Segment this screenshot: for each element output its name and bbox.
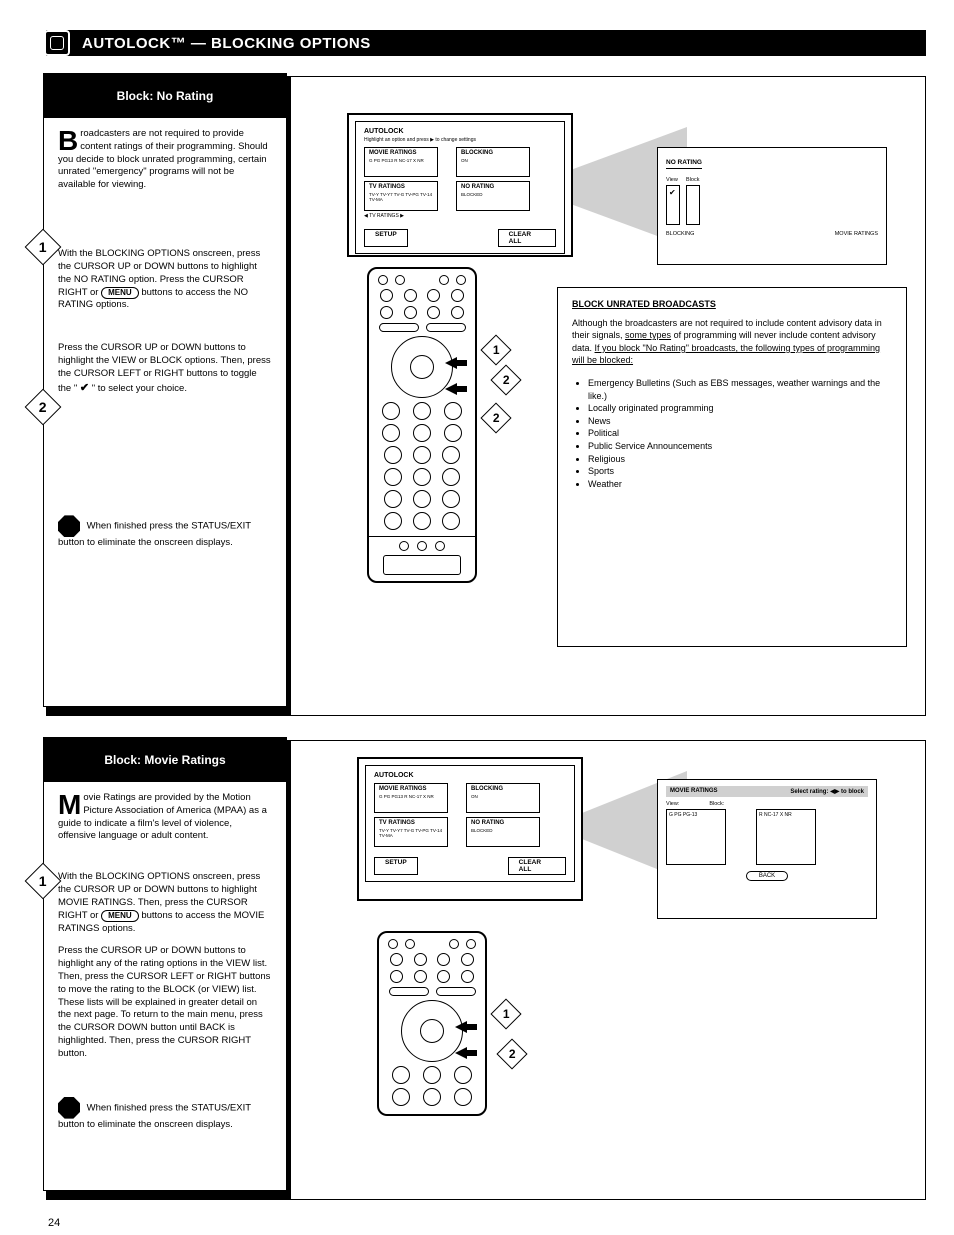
callout-2b: 2 — [480, 402, 511, 433]
bullet: Public Service Announcements — [588, 440, 892, 453]
bullet: Locally originated programming — [588, 402, 892, 415]
osd-box-tv: TV RATINGS TV-Y TV-Y7 TV-G TV-PG TV-14 T… — [374, 817, 448, 847]
osd-blocking-options: AUTOLOCK Highlight an option and press ▶… — [347, 113, 573, 257]
block-list: R NC-17 X NR — [756, 809, 816, 865]
callout-1: 1 — [490, 998, 521, 1029]
callout-2: 2 — [496, 1038, 527, 1069]
osd-setup-button: SETUP — [364, 229, 408, 247]
remote-control-2: 1 2 — [377, 931, 487, 1116]
blurb-heading: BLOCK UNRATED BROADCASTS — [572, 298, 892, 311]
tv-icon — [44, 30, 70, 56]
bullet: Weather — [588, 478, 892, 491]
sidebar-no-rating: Block: No Rating B roadcasters are not r… — [43, 73, 287, 707]
bullet: Emergency Bulletins (Such as EBS message… — [588, 377, 892, 402]
hand-icon — [443, 379, 469, 399]
blurb-paragraph: Although the broadcasters are not requir… — [572, 317, 892, 367]
view-list: G PG PG-13 — [666, 809, 726, 865]
osd-box-norating: NO RATING BLOCKED — [466, 817, 540, 847]
page-number: 24 — [48, 1217, 60, 1229]
osd-no-rating-sub: NO RATING View ✔ Block BLOCKING MOVIE RA… — [657, 147, 887, 265]
osd-box-norating: NO RATING BLOCKED — [456, 181, 530, 211]
sidebar-title: Block: No Rating — [44, 74, 286, 118]
step-marker-2: 2 — [25, 389, 62, 426]
view-column: View ✔ — [666, 177, 680, 225]
osd-box-tv: TV RATINGS TV-Y TV-Y7 TV-G TV-PG TV-14 T… — [364, 181, 438, 211]
hand-icon — [453, 1017, 479, 1037]
osd-box-movie: MOVIE RATINGS G PG PG13 R NC-17 X NR — [364, 147, 438, 177]
osd-box-movie: MOVIE RATINGS G PG PG13 R NC-17 X NR — [374, 783, 448, 813]
osd-movie-ratings-sub: MOVIE RATINGS Select rating: ◀▶ to block… — [657, 779, 877, 919]
page-header-bar: AUTOLOCK™ — BLOCKING OPTIONS — [46, 30, 926, 56]
osd-blocking-options-2: AUTOLOCK MOVIE RATINGS G PG PG13 R NC-17… — [357, 757, 583, 901]
remote-control: 1 2 2 — [367, 267, 477, 583]
final-step: When finished press the STATUS/EXIT butt… — [58, 1097, 272, 1132]
callout-2: 2 — [490, 364, 521, 395]
step-1-text: With the BLOCKING OPTIONS onscreen, pres… — [58, 248, 272, 312]
panel-no-rating: Block: No Rating B roadcasters are not r… — [46, 76, 926, 716]
blurb-unrated: BLOCK UNRATED BROADCASTS Although the br… — [557, 287, 907, 647]
block-column: Block — [686, 177, 700, 225]
osd-box-blocking: BLOCKING ON — [466, 783, 540, 813]
panel-movie-ratings: Block: Movie Ratings M ovie Ratings are … — [46, 740, 926, 1200]
hand-icon — [443, 353, 469, 373]
step-1-text: With the BLOCKING OPTIONS onscreen, pres… — [58, 871, 272, 935]
step-marker-1: 1 — [25, 863, 62, 900]
drop-cap: B — [58, 128, 78, 153]
page-title: AUTOLOCK™ — BLOCKING OPTIONS — [82, 35, 371, 52]
bullet: Religious — [588, 453, 892, 466]
bullet: News — [588, 415, 892, 428]
osd-clear-button: CLEAR ALL — [498, 229, 556, 247]
menu-button-inline: MENU — [101, 910, 139, 923]
step-marker-1: 1 — [25, 229, 62, 266]
back-button: BACK — [746, 871, 788, 881]
intro-paragraph: B roadcasters are not required to provid… — [58, 128, 272, 192]
bullet: Political — [588, 427, 892, 440]
check-icon: ✔ — [80, 382, 89, 394]
step-2-text: Press the CURSOR UP or DOWN buttons to h… — [58, 945, 272, 1060]
intro-paragraph: M ovie Ratings are provided by the Motio… — [58, 792, 272, 843]
hand-icon — [453, 1043, 479, 1063]
osd-title: AUTOLOCK — [364, 128, 556, 135]
menu-button-inline: MENU — [101, 287, 139, 300]
stop-icon — [58, 515, 80, 537]
callout-1: 1 — [480, 334, 511, 365]
sidebar-movie: Block: Movie Ratings M ovie Ratings are … — [43, 737, 287, 1191]
step-2-text: Press the CURSOR UP or DOWN buttons to h… — [58, 342, 272, 395]
final-step: When finished press the STATUS/EXIT butt… — [58, 515, 272, 550]
bullet: Sports — [588, 465, 892, 478]
osd-box-blocking: BLOCKING ON — [456, 147, 530, 177]
stop-icon — [58, 1097, 80, 1119]
sidebar-title: Block: Movie Ratings — [44, 738, 286, 782]
